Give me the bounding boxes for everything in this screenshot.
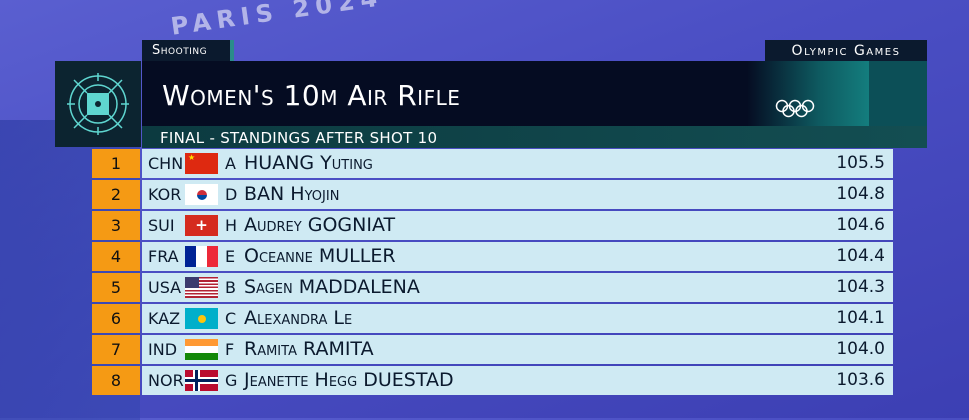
athlete-bar: CHN ★ A HUANG Yuting 105.5 <box>142 149 893 178</box>
bib-letter: G <box>225 371 238 390</box>
standings-row: 5 USA B Sagen MADDALENA 104.3 <box>92 273 893 302</box>
country-code: KAZ <box>148 309 181 328</box>
korea-flag-icon <box>185 184 218 205</box>
athlete-bar: NOR G Jeanette Hegg DUESTAD 103.6 <box>142 366 893 395</box>
sport-tab: Shooting <box>142 40 234 61</box>
score: 103.6 <box>836 370 885 390</box>
bib-letter: E <box>225 247 236 266</box>
heart-logo-shape <box>869 61 927 126</box>
rank-badge: 1 <box>92 149 140 178</box>
score: 105.5 <box>836 153 885 173</box>
standings-row: 2 KOR D BAN Hyojin 104.8 <box>92 180 893 209</box>
score: 104.4 <box>836 246 885 266</box>
usa-flag-icon <box>185 277 218 298</box>
bib-letter: F <box>225 340 235 359</box>
norway-flag-icon <box>185 370 218 391</box>
rank-badge: 7 <box>92 335 140 364</box>
paris-2024-logo <box>747 61 927 126</box>
rank-badge: 8 <box>92 366 140 395</box>
athlete-name: HUANG Yuting <box>244 152 373 174</box>
athlete-name: BAN Hyojin <box>244 183 340 205</box>
bib-letter: C <box>225 309 237 328</box>
country-code: FRA <box>148 247 179 266</box>
country-code: USA <box>148 278 182 297</box>
athlete-name: Oceanne MULLER <box>244 245 396 267</box>
background-paris-logo: PARIS 2024 <box>169 0 385 41</box>
event-title: Women's 10m Air Rifle <box>162 79 461 112</box>
score: 104.6 <box>836 215 885 235</box>
country-code: CHN <box>148 154 184 173</box>
title-banner: Women's 10m Air Rifle <box>142 61 927 126</box>
standings-subtitle: FINAL - STANDINGS AFTER SHOT 10 <box>142 126 927 148</box>
athlete-bar: KAZ C Alexandra Le 104.1 <box>142 304 893 333</box>
athlete-name: Audrey GOGNIAT <box>244 214 396 236</box>
india-flag-icon <box>185 339 218 360</box>
country-code: SUI <box>148 216 175 235</box>
standings-row: 3 SUI + H Audrey GOGNIAT 104.6 <box>92 211 893 240</box>
athlete-name: Alexandra Le <box>244 307 353 329</box>
athlete-bar: USA B Sagen MADDALENA 104.3 <box>142 273 893 302</box>
shooting-target-icon <box>55 61 141 147</box>
france-flag-icon <box>185 246 218 267</box>
standings-row: 7 IND F Ramita RAMITA 104.0 <box>92 335 893 364</box>
standings-row: 1 CHN ★ A HUANG Yuting 105.5 <box>92 149 893 178</box>
athlete-name: Jeanette Hegg DUESTAD <box>244 369 454 391</box>
athlete-name: Ramita RAMITA <box>244 338 374 360</box>
rank-badge: 4 <box>92 242 140 271</box>
country-code: NOR <box>148 371 184 390</box>
athlete-bar: KOR D BAN Hyojin 104.8 <box>142 180 893 209</box>
bib-letter: A <box>225 154 236 173</box>
bib-letter: D <box>225 185 238 204</box>
bib-letter: H <box>225 216 238 235</box>
games-tab: Olympic Games <box>765 40 927 61</box>
score: 104.1 <box>836 308 885 328</box>
country-code: IND <box>148 340 178 359</box>
switzerland-flag-icon: + <box>185 215 218 236</box>
bib-letter: B <box>225 278 236 297</box>
athlete-name: Sagen MADDALENA <box>244 276 420 298</box>
kazakhstan-flag-icon <box>185 308 218 329</box>
china-flag-icon: ★ <box>185 153 218 174</box>
country-code: KOR <box>148 185 182 204</box>
score: 104.3 <box>836 277 885 297</box>
standings-row: 8 NOR G Jeanette Hegg DUESTAD 103.6 <box>92 366 893 395</box>
rank-badge: 2 <box>92 180 140 209</box>
rank-badge: 5 <box>92 273 140 302</box>
standings-row: 6 KAZ C Alexandra Le 104.1 <box>92 304 893 333</box>
standings-row: 4 FRA E Oceanne MULLER 104.4 <box>92 242 893 271</box>
rank-badge: 6 <box>92 304 140 333</box>
athlete-bar: FRA E Oceanne MULLER 104.4 <box>142 242 893 271</box>
athlete-bar: SUI + H Audrey GOGNIAT 104.6 <box>142 211 893 240</box>
score: 104.0 <box>836 339 885 359</box>
score: 104.8 <box>836 184 885 204</box>
rank-badge: 3 <box>92 211 140 240</box>
olympic-rings-icon <box>775 99 815 118</box>
athlete-bar: IND F Ramita RAMITA 104.0 <box>142 335 893 364</box>
